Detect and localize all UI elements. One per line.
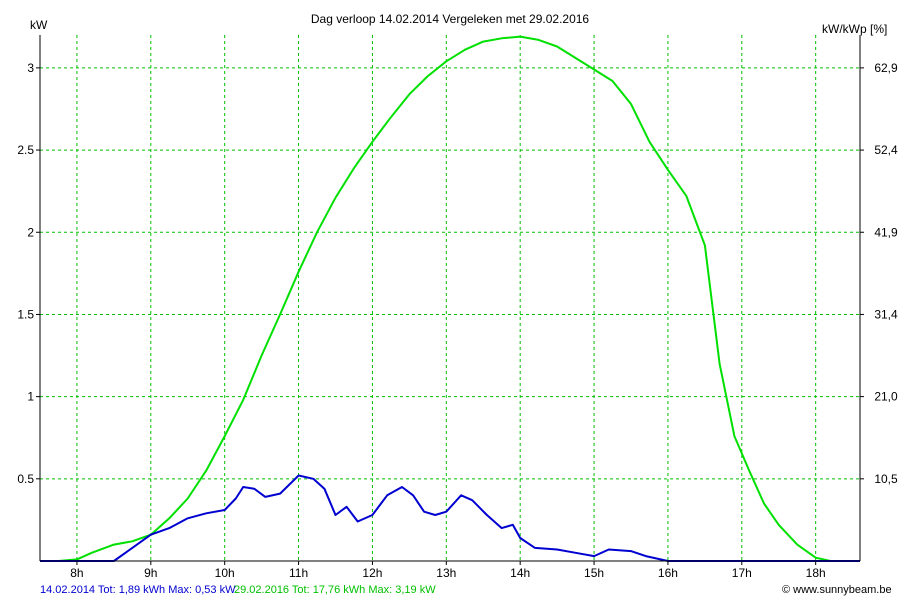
plot-area: [40, 35, 860, 561]
y-tick-label-left: 0.5: [17, 472, 34, 486]
y-tick-label-left: 3: [27, 61, 34, 75]
x-tick-label: 11h: [289, 566, 308, 580]
grid: [40, 35, 860, 561]
y-tick-label-left: 1.5: [17, 307, 34, 321]
x-tick-label: 8h: [70, 566, 83, 580]
x-tick-label: 17h: [732, 566, 752, 580]
x-tick-label: 18h: [806, 566, 826, 580]
x-tick-label: 12h: [362, 566, 382, 580]
y-tick-label-right: 10,5: [874, 472, 898, 486]
tick-labels: 8h 9h 10h 11h 12h 13h 14h 15h 16h 17h 18h 0.5 10,5 1 2…: [17, 61, 898, 580]
y-axis-label-right: kW/kWp [%]: [822, 22, 888, 36]
x-tick-label: 10h: [215, 566, 235, 580]
y-tick-label-right: 21,0: [874, 390, 898, 404]
legend-green-series: 29.02.2016 Tot: 17,76 kWh Max: 3,19 kW: [234, 584, 436, 596]
x-tick-label: 15h: [584, 566, 604, 580]
series-layer: [40, 35, 860, 562]
y-tick-label-left: 2: [27, 225, 34, 239]
y-tick-label-right: 41,9: [874, 225, 898, 239]
y-tick-label-left: 1: [27, 390, 34, 404]
chart-title: Dag verloop 14.02.2014 Vergeleken met 29…: [310, 12, 590, 26]
y-tick-label-left: 2.5: [17, 143, 34, 157]
y-axis-label-left: kW: [30, 18, 48, 32]
x-tick-label: 13h: [436, 566, 456, 580]
x-tick-label: 9h: [144, 566, 157, 580]
y-tick-label-right: 62,9: [874, 61, 898, 75]
x-tick-label: 14h: [510, 566, 530, 580]
series-line-green: [40, 35, 860, 562]
copyright-text: © www.sunnybeam.be: [782, 584, 892, 596]
legend-blue-series: 14.02.2014 Tot: 1,89 kWh Max: 0,53 kW: [40, 584, 236, 596]
x-tick-label: 16h: [658, 566, 678, 580]
y-tick-label-right: 31,4: [874, 307, 898, 321]
series-line-blue: [40, 474, 860, 562]
y-tick-label-right: 52,4: [874, 143, 898, 157]
